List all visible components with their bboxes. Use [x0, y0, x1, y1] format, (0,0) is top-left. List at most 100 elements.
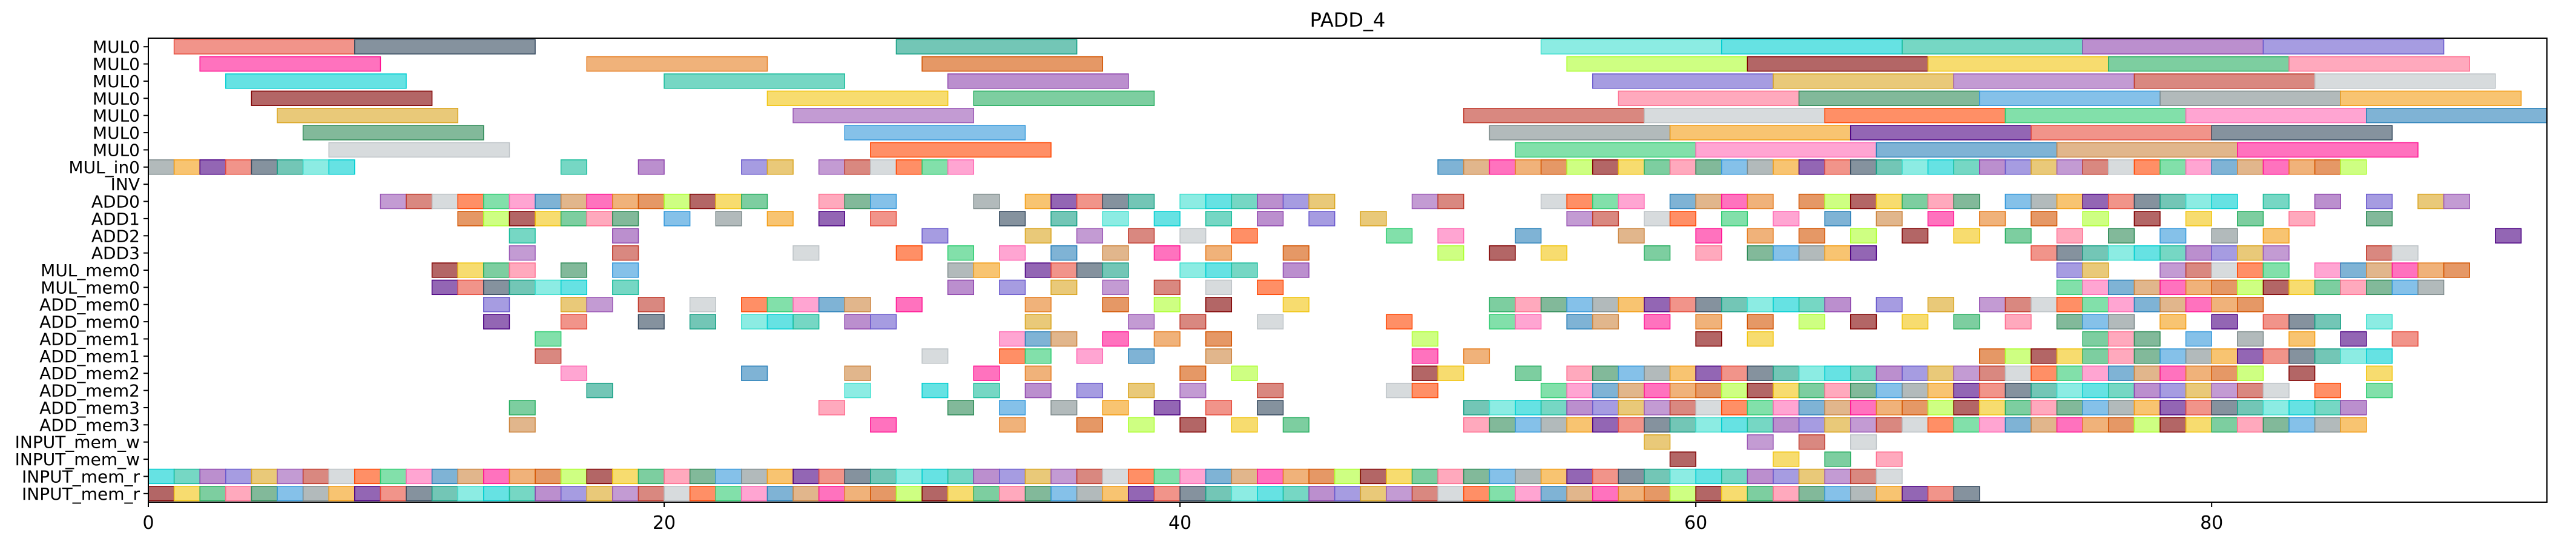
task-bar [1747, 417, 1774, 433]
task-bar [1515, 417, 1542, 433]
task-bar [2133, 159, 2161, 175]
task-bar [2237, 365, 2264, 381]
task-bar [586, 468, 613, 485]
task-bar [1540, 159, 1567, 175]
task-bar [1953, 73, 2135, 89]
task-bar [1824, 400, 1851, 416]
task-bar [2237, 159, 2264, 175]
task-bar [2004, 193, 2032, 210]
task-bar [612, 486, 639, 502]
task-bar [2108, 348, 2135, 364]
task-bar [1773, 451, 1800, 467]
task-bar [1979, 365, 2006, 381]
task-bar [1721, 39, 1903, 55]
task-bar [1824, 417, 1851, 433]
task-bar [1360, 486, 1387, 502]
task-bar [1128, 193, 1155, 210]
y-tick-label: INV [111, 174, 140, 194]
task-bar [509, 417, 536, 433]
task-bar [2262, 262, 2290, 278]
task-bar [535, 468, 562, 485]
task-bar [277, 468, 304, 485]
task-bar [1953, 365, 1980, 381]
task-bar [1515, 228, 1542, 244]
task-bar [1902, 400, 1929, 416]
task-bar [1515, 159, 1542, 175]
task-bar [792, 297, 820, 313]
task-bar [741, 468, 768, 485]
x-tick-label: 0 [142, 512, 154, 534]
task-bar [1979, 382, 2006, 399]
task-bar [1721, 382, 1748, 399]
task-bar [1927, 382, 1954, 399]
task-bar [457, 468, 484, 485]
task-bar [2031, 365, 2058, 381]
task-bar [2056, 245, 2083, 261]
task-bar [2211, 417, 2238, 433]
task-bar [1515, 468, 1542, 485]
task-bar [612, 468, 639, 485]
task-bar [1463, 108, 1645, 124]
task-bar [1024, 297, 1052, 313]
task-bar [1669, 125, 1851, 141]
y-tick-label: INPUT_mem_r [22, 484, 140, 504]
task-bar [535, 486, 562, 502]
task-bar [1282, 468, 1309, 485]
task-bar [2262, 245, 2290, 261]
task-bar [741, 365, 768, 381]
task-bar [1128, 382, 1155, 399]
task-bar [2314, 73, 2496, 89]
task-bar [2004, 417, 2032, 433]
task-bar [2031, 245, 2058, 261]
task-bar [870, 417, 897, 433]
task-bar [1669, 451, 1696, 467]
task-bar [431, 262, 458, 278]
task-bar [1773, 417, 1800, 433]
task-bar [457, 193, 484, 210]
task-bar [1592, 314, 1619, 330]
task-bar [1824, 245, 1851, 261]
task-bar [586, 382, 613, 399]
task-bar [2185, 279, 2212, 296]
task-bar [1566, 211, 1593, 227]
task-bar [1876, 417, 1903, 433]
task-bar [2443, 193, 2470, 210]
task-bar [1644, 382, 1671, 399]
task-bar [1128, 417, 1155, 433]
task-bar [1695, 159, 1722, 175]
task-bar [1644, 365, 1671, 381]
task-bar [689, 193, 716, 210]
task-bar [1024, 468, 1052, 485]
task-bar [1566, 297, 1593, 313]
task-bar [2133, 331, 2161, 347]
task-bar [637, 159, 665, 175]
task-bar [921, 382, 949, 399]
task-bar [2031, 125, 2212, 141]
task-bar [741, 159, 768, 175]
task-bar [406, 486, 433, 502]
task-bar [1644, 211, 1671, 227]
task-bar [1850, 314, 1877, 330]
task-bar [1824, 486, 1851, 502]
task-bar [2159, 279, 2187, 296]
task-bar [1902, 159, 1929, 175]
task-bar [1695, 365, 1722, 381]
x-tick-label: 60 [1684, 512, 1707, 534]
task-bar [2004, 365, 2032, 381]
task-bar [844, 314, 871, 330]
task-bar [1437, 468, 1464, 485]
task-bar [2314, 262, 2341, 278]
task-bar [1179, 486, 1207, 502]
task-bar [844, 125, 1026, 141]
task-bar [2056, 262, 2083, 278]
task-bar [2082, 193, 2109, 210]
task-bar [973, 262, 1000, 278]
task-bar [895, 468, 923, 485]
task-bar [1850, 434, 1877, 450]
task-bar [2056, 382, 2083, 399]
task-bar [1231, 468, 1258, 485]
task-bar [560, 297, 587, 313]
task-bar [1592, 73, 1774, 89]
task-bar [2159, 382, 2187, 399]
task-bar [689, 314, 716, 330]
